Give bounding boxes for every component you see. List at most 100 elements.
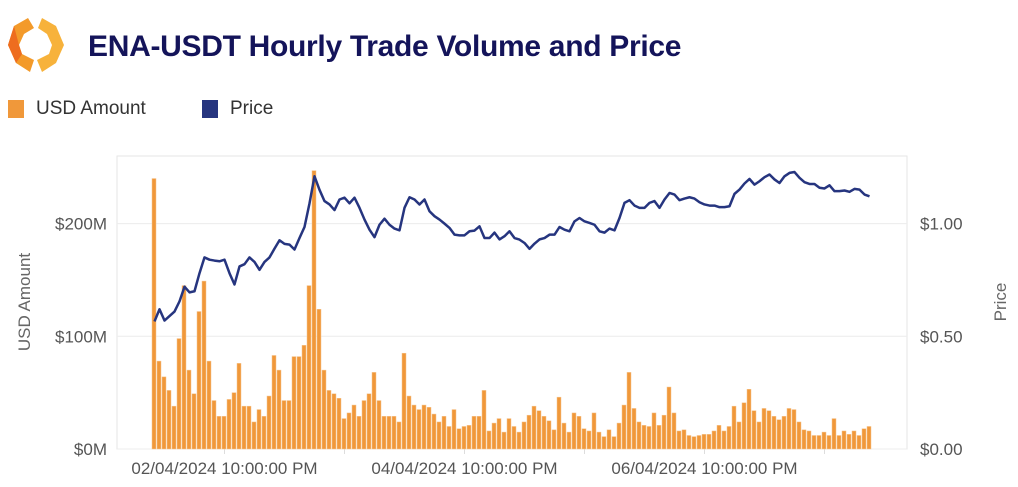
bar — [601, 436, 607, 450]
bar — [751, 410, 757, 450]
y-axis-label-right: Price — [991, 283, 1010, 322]
bar — [276, 369, 282, 450]
bar — [746, 389, 752, 450]
legend-item-usd-amount[interactable]: USD Amount — [8, 98, 146, 120]
bar — [721, 430, 727, 450]
bar — [861, 428, 867, 450]
bar — [426, 407, 432, 450]
bar — [176, 338, 182, 450]
bar — [641, 425, 647, 450]
y-tick-left: $200M — [55, 215, 107, 234]
bar — [611, 436, 617, 450]
bar — [576, 416, 582, 450]
bar — [441, 416, 447, 450]
y-tick-left: $100M — [55, 327, 107, 346]
y-tick-right: $0.50 — [920, 327, 963, 346]
legend-swatch-usd-amount — [8, 100, 24, 118]
bar — [801, 429, 807, 450]
bar — [411, 404, 417, 450]
bar — [286, 400, 292, 450]
bar — [526, 414, 532, 450]
bar — [831, 418, 837, 450]
bar — [481, 390, 487, 450]
bar — [461, 426, 467, 450]
bar — [766, 410, 772, 450]
bar — [701, 434, 707, 450]
legend-label: Price — [230, 98, 274, 119]
price-line — [153, 170, 870, 322]
bar — [626, 372, 632, 450]
bar — [716, 425, 722, 450]
bar — [436, 421, 442, 450]
bar — [331, 393, 337, 450]
bar — [281, 400, 287, 450]
bar — [311, 170, 317, 450]
bar — [681, 429, 687, 450]
bar — [466, 425, 472, 450]
bar — [736, 421, 742, 450]
bar — [816, 435, 822, 450]
bar — [421, 404, 427, 450]
bar — [446, 426, 452, 450]
bar — [401, 352, 407, 450]
bar — [631, 408, 637, 450]
bar — [621, 404, 627, 450]
bar — [776, 419, 782, 450]
bar — [336, 398, 342, 450]
bar — [666, 386, 672, 450]
x-tick-label: 04/04/2024 10:00:00 PM — [371, 459, 557, 478]
chart-title: ENA-USDT Hourly Trade Volume and Price — [88, 30, 682, 63]
bar — [291, 356, 297, 450]
bar — [496, 418, 502, 450]
bar — [231, 392, 237, 450]
bar — [591, 412, 597, 450]
bar — [226, 399, 232, 450]
bar — [356, 416, 362, 450]
bar — [261, 416, 267, 450]
legend-label: USD Amount — [36, 98, 146, 119]
bar — [796, 421, 802, 450]
bar — [771, 416, 777, 450]
bar — [246, 405, 252, 450]
bar — [516, 431, 522, 450]
bar — [521, 421, 527, 450]
bar — [506, 418, 512, 450]
bar — [826, 435, 832, 450]
legend-item-price[interactable]: Price — [202, 98, 273, 120]
y-tick-right: $1.00 — [920, 215, 963, 234]
bar — [656, 425, 662, 450]
bar — [566, 431, 572, 450]
bar — [151, 178, 157, 450]
bar — [811, 435, 817, 450]
bar — [596, 431, 602, 450]
bar — [206, 360, 212, 450]
bar — [866, 426, 872, 450]
bar — [346, 412, 352, 450]
bar — [391, 416, 397, 450]
bar — [366, 393, 372, 450]
x-tick-label: 02/04/2024 10:00:00 PM — [131, 459, 317, 478]
bar — [456, 428, 462, 450]
bar — [271, 355, 277, 450]
bar — [581, 428, 587, 450]
bar — [781, 416, 787, 450]
bar — [586, 430, 592, 450]
bar — [341, 418, 347, 450]
bar — [396, 421, 402, 450]
bar — [491, 422, 497, 450]
bar — [761, 408, 767, 450]
y-tick-left: $0M — [74, 440, 107, 459]
bar — [306, 285, 312, 450]
bar — [846, 434, 852, 450]
bar — [166, 390, 172, 450]
bar — [221, 416, 227, 450]
bar — [216, 416, 222, 450]
bar — [301, 345, 307, 450]
bar — [266, 395, 272, 450]
bar — [676, 430, 682, 450]
x-tick-label: 06/04/2024 10:00:00 PM — [611, 459, 797, 478]
bar — [616, 422, 622, 450]
bar — [606, 429, 612, 450]
bar — [451, 409, 457, 450]
bar — [416, 409, 422, 450]
